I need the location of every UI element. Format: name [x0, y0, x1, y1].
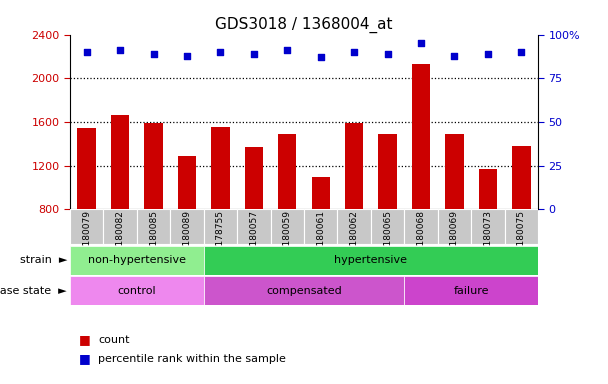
- Text: GSM180062: GSM180062: [350, 210, 359, 265]
- Text: GSM180057: GSM180057: [249, 210, 258, 265]
- Point: [249, 51, 259, 57]
- Text: non-hypertensive: non-hypertensive: [88, 255, 186, 265]
- Bar: [237, 209, 271, 244]
- Bar: [311, 177, 330, 209]
- Text: disease state  ►: disease state ►: [0, 286, 67, 296]
- Text: GSM180061: GSM180061: [316, 210, 325, 265]
- Bar: [345, 123, 364, 209]
- Bar: [404, 209, 438, 244]
- Point: [215, 49, 225, 55]
- Point: [182, 53, 192, 59]
- Bar: [204, 276, 404, 305]
- Bar: [211, 127, 230, 209]
- Bar: [471, 209, 505, 244]
- Bar: [178, 156, 196, 209]
- Bar: [337, 209, 371, 244]
- Bar: [438, 209, 471, 244]
- Bar: [137, 209, 170, 244]
- Bar: [478, 169, 497, 209]
- Text: strain  ►: strain ►: [19, 255, 67, 265]
- Bar: [170, 209, 204, 244]
- Text: GSM178755: GSM178755: [216, 210, 225, 265]
- Point: [115, 47, 125, 53]
- Text: GSM180082: GSM180082: [116, 210, 125, 265]
- Point: [349, 49, 359, 55]
- Text: GSM180065: GSM180065: [383, 210, 392, 265]
- Point: [81, 49, 91, 55]
- Text: GSM180085: GSM180085: [149, 210, 158, 265]
- Point: [449, 53, 460, 59]
- Text: ■: ■: [79, 353, 91, 366]
- Bar: [512, 146, 531, 209]
- Text: hypertensive: hypertensive: [334, 255, 407, 265]
- Text: compensated: compensated: [266, 286, 342, 296]
- Point: [383, 51, 393, 57]
- Bar: [204, 246, 538, 275]
- Bar: [144, 123, 163, 209]
- Point: [517, 49, 527, 55]
- Text: GSM180079: GSM180079: [82, 210, 91, 265]
- Bar: [244, 147, 263, 209]
- Point: [282, 47, 292, 53]
- Bar: [505, 209, 538, 244]
- Text: count: count: [98, 335, 130, 345]
- Bar: [278, 134, 297, 209]
- Text: GSM180059: GSM180059: [283, 210, 292, 265]
- Title: GDS3018 / 1368004_at: GDS3018 / 1368004_at: [215, 17, 393, 33]
- Bar: [204, 209, 237, 244]
- Bar: [412, 64, 430, 209]
- Bar: [103, 209, 137, 244]
- Text: percentile rank within the sample: percentile rank within the sample: [98, 354, 286, 364]
- Point: [483, 51, 493, 57]
- Bar: [111, 115, 130, 209]
- Bar: [77, 129, 96, 209]
- Point: [416, 40, 426, 46]
- Point: [148, 51, 158, 57]
- Bar: [304, 209, 337, 244]
- Bar: [70, 246, 204, 275]
- Point: [316, 54, 326, 60]
- Bar: [271, 209, 304, 244]
- Bar: [371, 209, 404, 244]
- Bar: [404, 276, 538, 305]
- Bar: [378, 134, 397, 209]
- Bar: [70, 276, 204, 305]
- Text: ■: ■: [79, 333, 91, 346]
- Text: GSM180073: GSM180073: [483, 210, 492, 265]
- Text: GSM180089: GSM180089: [182, 210, 192, 265]
- Text: GSM180075: GSM180075: [517, 210, 526, 265]
- Text: GSM180069: GSM180069: [450, 210, 459, 265]
- Bar: [70, 209, 103, 244]
- Text: failure: failure: [454, 286, 489, 296]
- Bar: [445, 134, 464, 209]
- Text: GSM180068: GSM180068: [416, 210, 426, 265]
- Text: control: control: [117, 286, 156, 296]
